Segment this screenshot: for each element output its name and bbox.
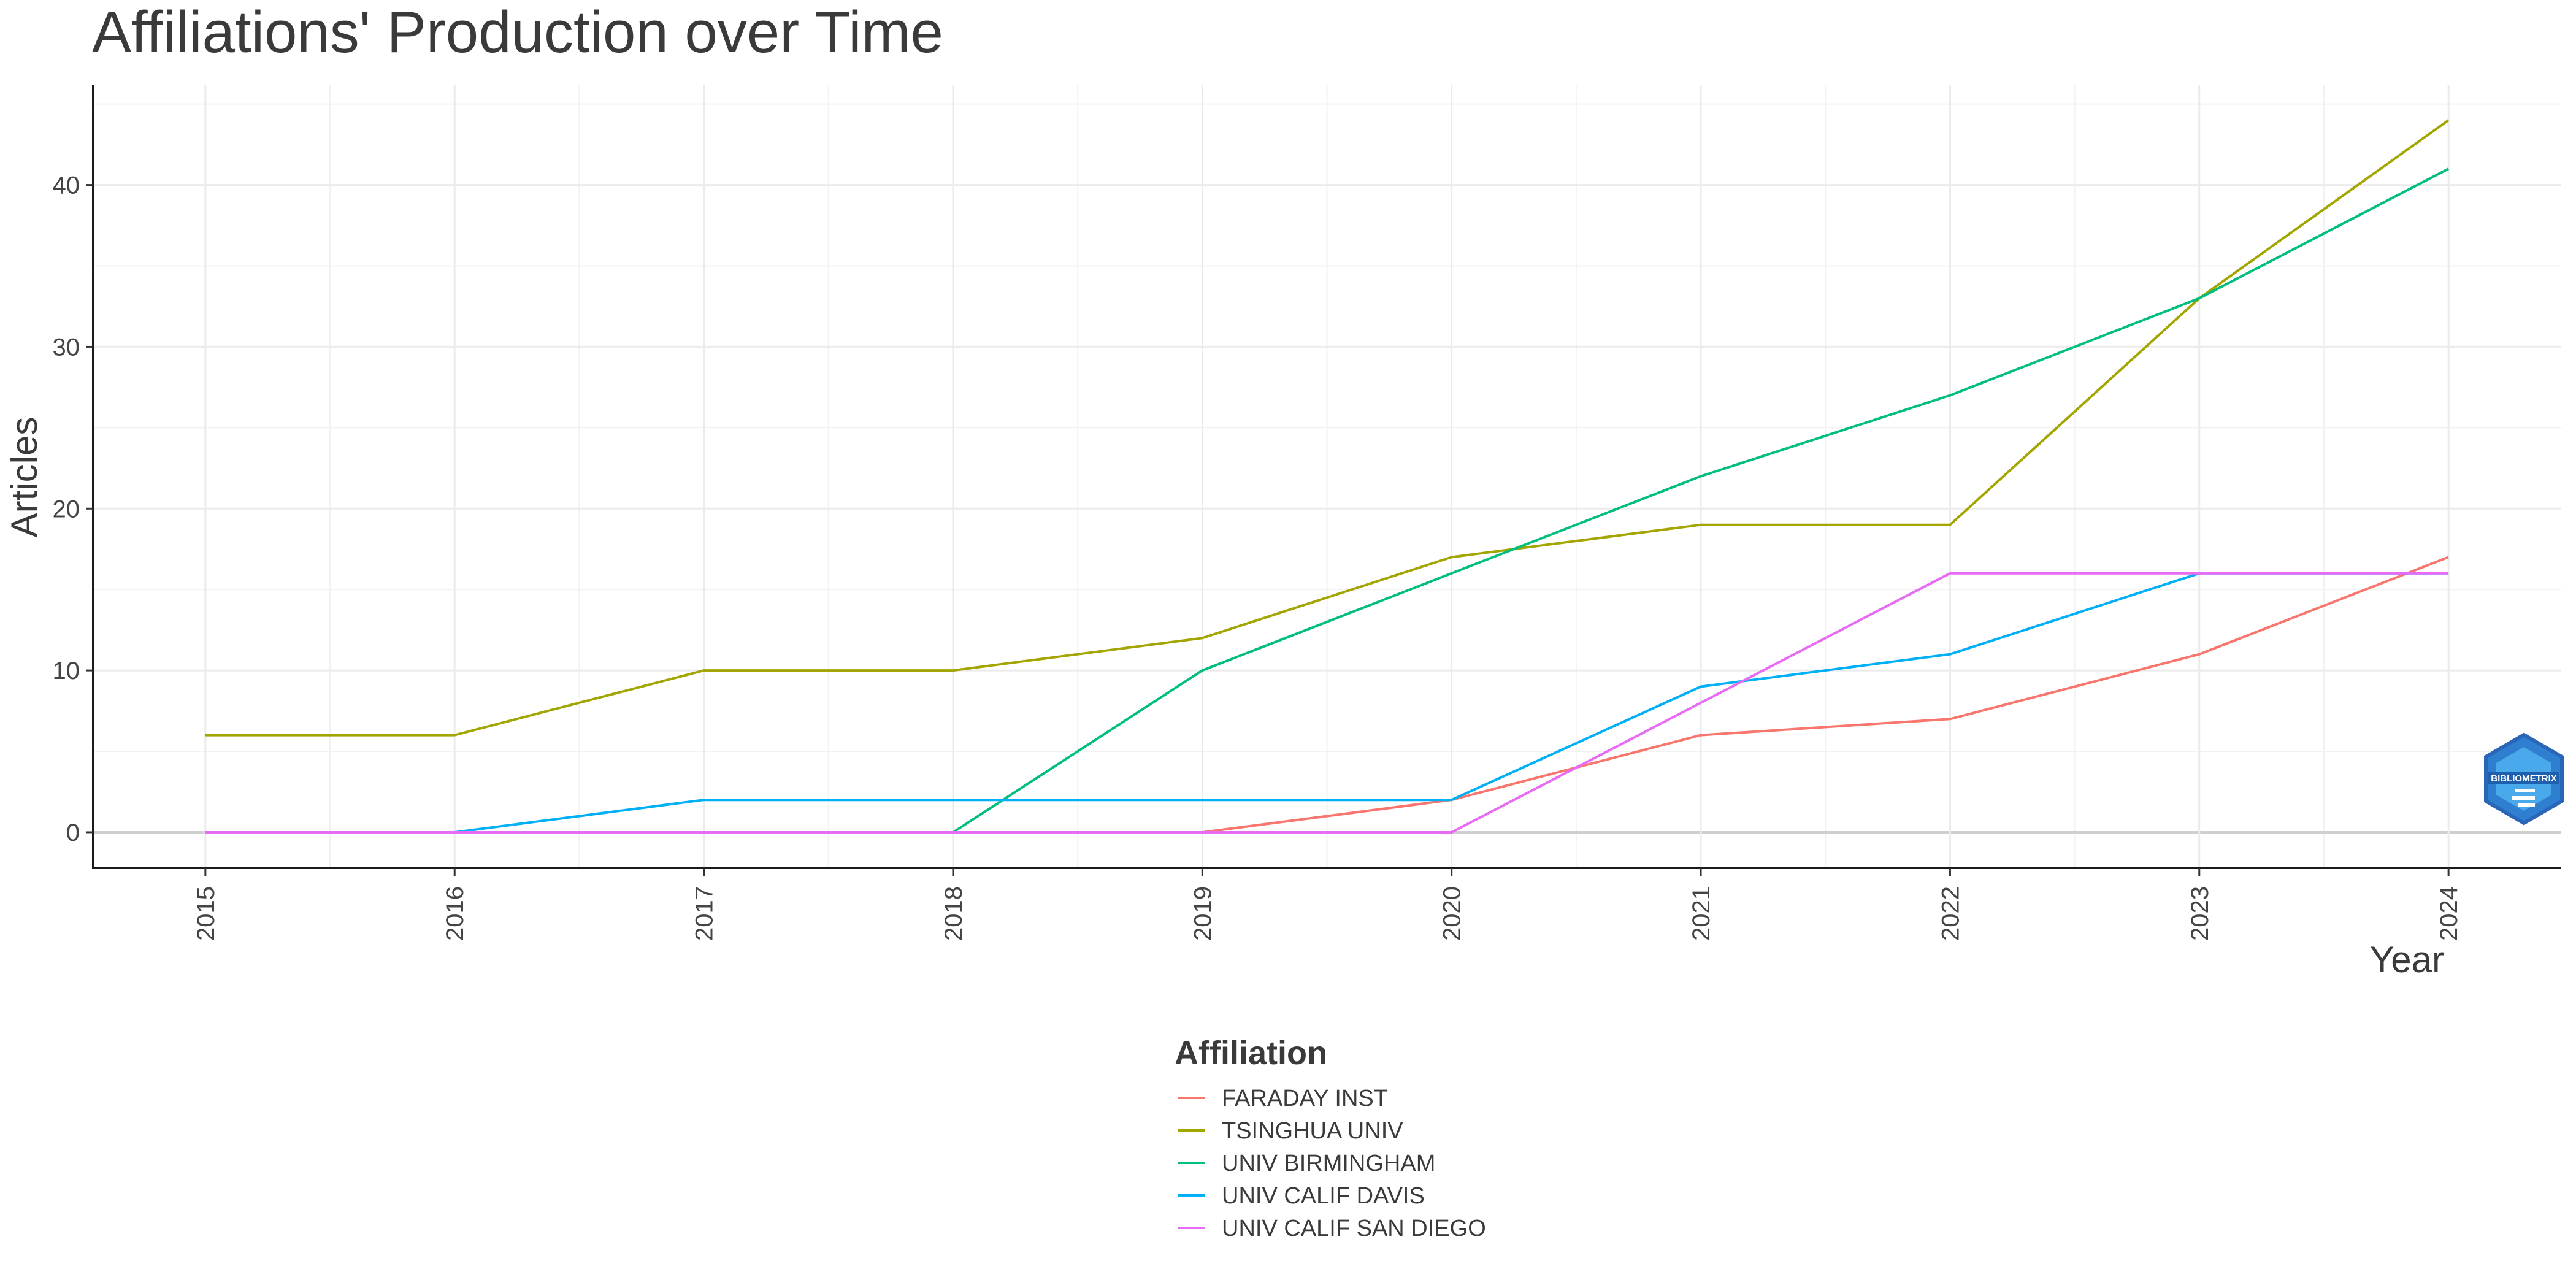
legend-label: UNIV BIRMINGHAM — [1222, 1151, 1435, 1176]
x-tick-label: 2024 — [2436, 886, 2463, 941]
series-lines — [205, 119, 2450, 834]
legend-label: UNIV CALIF DAVIS — [1222, 1183, 1425, 1209]
legend-label: UNIV CALIF SAN DIEGO — [1222, 1216, 1486, 1241]
x-tick-label: 2017 — [691, 886, 718, 941]
x-tick-label: 2023 — [2187, 886, 2214, 941]
x-tick-label: 2018 — [940, 886, 967, 941]
grid-lines — [93, 85, 2561, 868]
x-tick-label: 2019 — [1189, 886, 1216, 941]
y-tick-label: 10 — [53, 657, 80, 684]
logo-text: BIBLIOMETRIX — [2491, 773, 2557, 784]
y-tick-label: 40 — [53, 172, 80, 199]
y-axis-ticks: 0 10 20 30 40 — [53, 172, 93, 846]
series-line-univ-calif-san-diego — [205, 572, 2449, 834]
x-tick-label: 2016 — [442, 886, 469, 941]
x-tick-label: 2021 — [1688, 886, 1715, 941]
legend-title: Affiliation — [1175, 1035, 1327, 1071]
chart-title: Affiliations' Production over Time — [92, 0, 943, 65]
series-line-tsinghua-univ — [205, 119, 2450, 737]
series-line-univ-calif-davis — [205, 572, 2449, 834]
x-tick-label: 2015 — [193, 886, 220, 941]
x-axis-ticks: 2015 2016 2017 2018 2019 2020 2021 2022 2023 2024 — [193, 868, 2463, 941]
x-tick-label: 2020 — [1439, 886, 1466, 941]
y-axis-title: Articles — [4, 417, 45, 538]
bibliometrix-logo-icon: BIBLIOMETRIX — [2484, 732, 2564, 826]
y-tick-label: 0 — [66, 819, 80, 846]
legend-items: FARADAY INST TSINGHUA UNIV UNIV BIRMINGHAM… — [1178, 1086, 1486, 1241]
x-axis-title: Year — [2370, 939, 2444, 980]
y-tick-label: 30 — [53, 334, 80, 361]
legend-label: TSINGHUA UNIV — [1222, 1118, 1403, 1144]
y-tick-label: 20 — [53, 496, 80, 523]
legend: Affiliation FARADAY INST TSINGHUA UNIV UNI… — [1175, 1035, 1486, 1241]
legend-label: FARADAY INST — [1222, 1086, 1388, 1111]
x-tick-label: 2022 — [1937, 886, 1964, 941]
